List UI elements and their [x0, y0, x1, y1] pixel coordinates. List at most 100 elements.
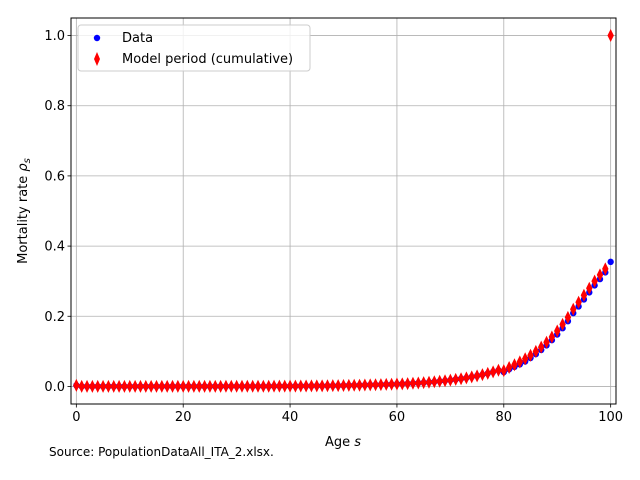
model-point: [564, 310, 572, 324]
model-point: [388, 377, 395, 391]
plot-frame: [70, 17, 617, 405]
model-point: [185, 379, 192, 393]
model-point: [147, 379, 155, 393]
y-tick-label: 0.8: [44, 99, 65, 114]
model-point: [244, 379, 251, 393]
model-point: [479, 368, 486, 382]
legend-label-data: Data: [122, 31, 153, 46]
model-point: [99, 379, 107, 393]
model-point: [265, 379, 272, 393]
model-point: [94, 379, 101, 393]
legend: Data Model period (cumulative): [77, 24, 311, 72]
model-point: [201, 379, 208, 393]
model-point: [276, 379, 283, 393]
model-point: [591, 274, 598, 288]
model-point: [78, 379, 85, 393]
legend-marker-data: [93, 34, 101, 42]
model-point: [286, 379, 294, 393]
model-point: [377, 378, 385, 392]
model-point: [372, 378, 379, 392]
model-point: [489, 365, 497, 379]
model-point: [527, 348, 534, 362]
x-axis-label: Age s: [325, 435, 361, 450]
model-point: [329, 379, 337, 393]
data-point: [607, 258, 614, 266]
y-axis-ticks: 0.0 0.2 0.4 0.6 0.8 1.0: [44, 29, 71, 395]
model-point: [350, 378, 358, 392]
model-point: [505, 361, 513, 375]
model-point: [169, 379, 176, 393]
y-tick-label: 1.0: [44, 29, 65, 44]
model-point: [436, 374, 443, 388]
model-point: [233, 379, 240, 393]
x-tick-label: 20: [175, 410, 192, 425]
model-point: [196, 379, 203, 393]
model-point: [318, 379, 326, 393]
model-point: [500, 364, 507, 378]
model-point: [415, 376, 422, 390]
model-point: [292, 379, 299, 393]
model-point: [602, 262, 609, 276]
model-point: [260, 379, 267, 393]
x-axis-ticks: 0 20 40 60 80 100: [72, 404, 623, 425]
model-point: [73, 378, 80, 392]
model-point: [457, 372, 465, 386]
model-point: [452, 372, 459, 386]
model-point: [361, 378, 369, 392]
model-point: [153, 379, 160, 393]
model-point: [302, 379, 310, 393]
legend-marker-model: [94, 52, 100, 66]
model-point: [249, 379, 256, 393]
y-tick-label: 0.6: [44, 169, 65, 184]
model-point: [163, 379, 171, 393]
source-note: Source: PopulationDataAll_ITA_2.xlsx.: [49, 445, 274, 459]
model-point: [222, 379, 230, 393]
y-axis-subscript: s: [22, 158, 33, 163]
x-tick-label: 60: [389, 410, 406, 425]
model-point: [345, 378, 353, 392]
model-point: [206, 379, 214, 393]
model-point: [586, 281, 593, 295]
series-data: [73, 258, 614, 390]
model-point: [399, 377, 406, 391]
y-tick-label: 0.4: [44, 240, 65, 255]
x-tick-label: 40: [282, 410, 299, 425]
model-point: [142, 379, 150, 393]
model-point: [180, 379, 187, 393]
model-point: [217, 379, 224, 393]
model-point: [89, 379, 96, 393]
model-point: [484, 366, 491, 380]
model-point: [431, 375, 438, 389]
x-axis-symbol: s: [354, 435, 361, 450]
model-point: [137, 379, 144, 393]
legend-label-model: Model period (cumulative): [122, 52, 293, 67]
model-point: [575, 295, 582, 309]
model-point: [447, 373, 454, 387]
model-point: [308, 379, 315, 393]
model-point: [367, 378, 374, 392]
model-point: [532, 344, 540, 358]
model-point: [607, 29, 614, 43]
y-axis-symbol: ρ: [16, 163, 31, 172]
model-point: [409, 376, 417, 390]
model-point: [158, 379, 166, 393]
model-point: [340, 379, 347, 393]
y-axis-label: Mortality rate ρs: [16, 158, 33, 264]
model-point: [420, 376, 427, 390]
model-point: [473, 369, 481, 383]
model-point: [228, 379, 235, 393]
model-point: [281, 379, 288, 393]
grid: [71, 18, 616, 404]
model-point: [270, 379, 278, 393]
model-point: [121, 379, 128, 393]
model-point: [334, 379, 342, 393]
x-tick-label: 80: [496, 410, 513, 425]
y-tick-label: 0.2: [44, 310, 65, 325]
model-point: [425, 375, 433, 389]
model-point: [543, 335, 550, 349]
model-point: [212, 379, 219, 393]
series-model: [73, 29, 614, 393]
model-point: [537, 340, 545, 354]
model-point: [393, 377, 401, 391]
